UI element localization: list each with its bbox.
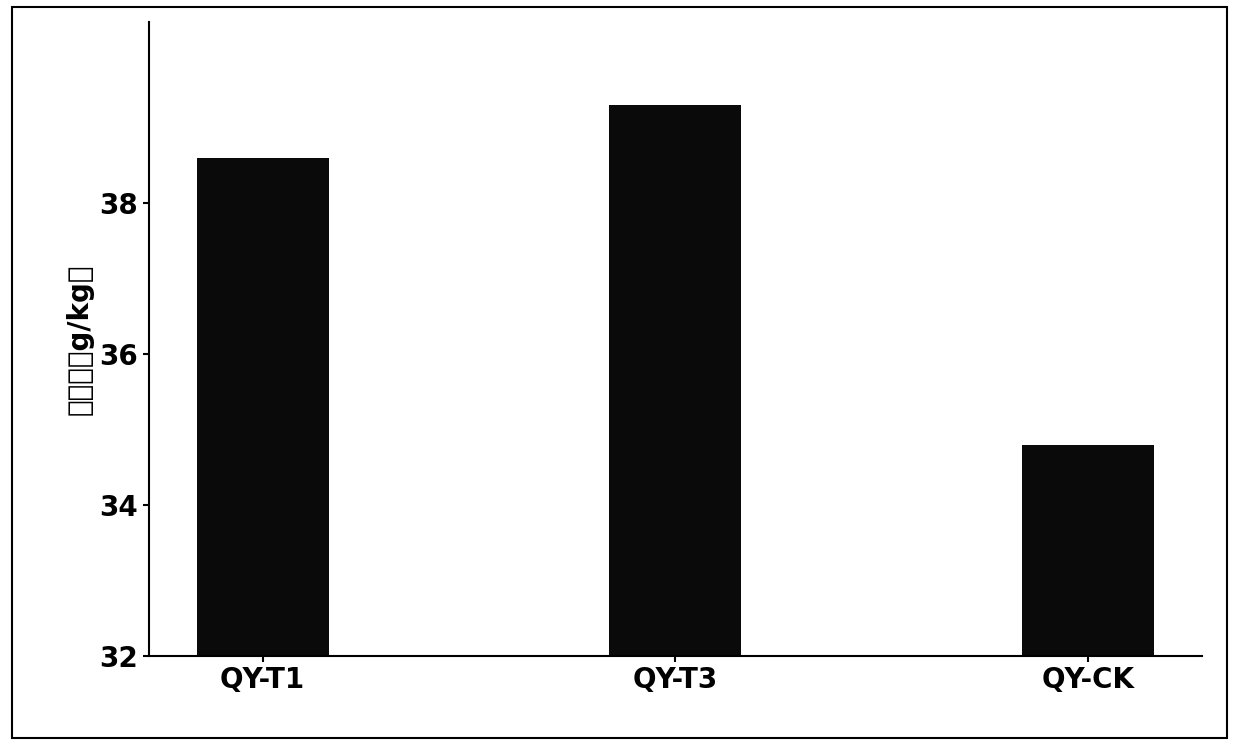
Y-axis label: 有机质（g/kg）: 有机质（g/kg） <box>66 263 94 415</box>
Bar <box>197 158 328 745</box>
Bar <box>610 105 741 745</box>
Bar <box>1022 445 1154 745</box>
